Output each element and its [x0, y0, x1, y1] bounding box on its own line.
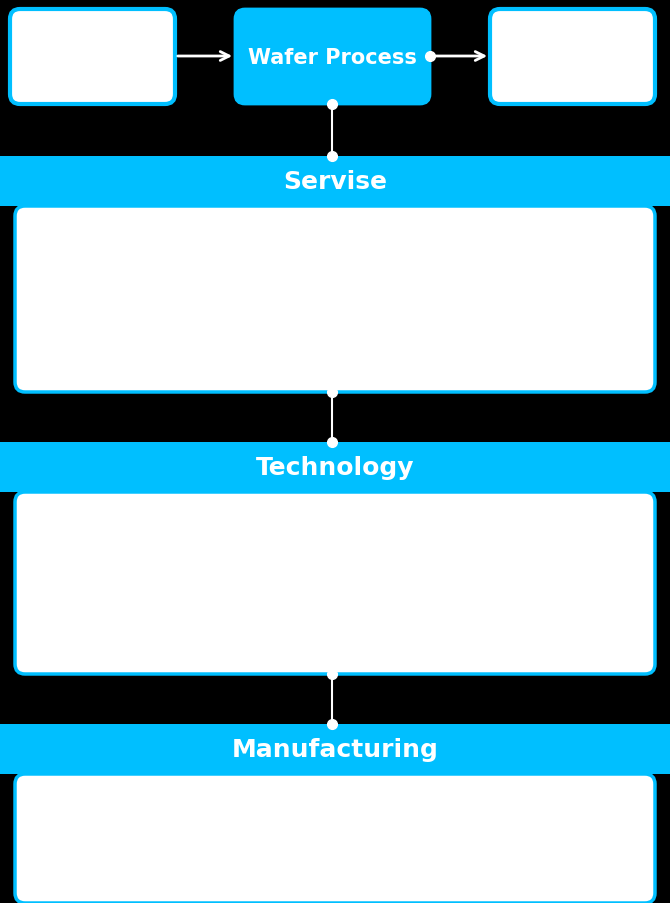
Text: Wafer Process: Wafer Process — [248, 48, 417, 68]
FancyBboxPatch shape — [10, 10, 175, 105]
FancyBboxPatch shape — [490, 10, 655, 105]
FancyBboxPatch shape — [15, 774, 655, 903]
Bar — [0, 442, 670, 492]
Text: Servise: Servise — [283, 170, 387, 194]
Text: Technology: Technology — [256, 455, 414, 479]
FancyBboxPatch shape — [235, 10, 430, 105]
FancyBboxPatch shape — [15, 492, 655, 675]
Bar — [0, 724, 670, 774]
Bar — [0, 157, 670, 207]
FancyBboxPatch shape — [15, 207, 655, 393]
Text: Manufacturing: Manufacturing — [232, 737, 438, 761]
